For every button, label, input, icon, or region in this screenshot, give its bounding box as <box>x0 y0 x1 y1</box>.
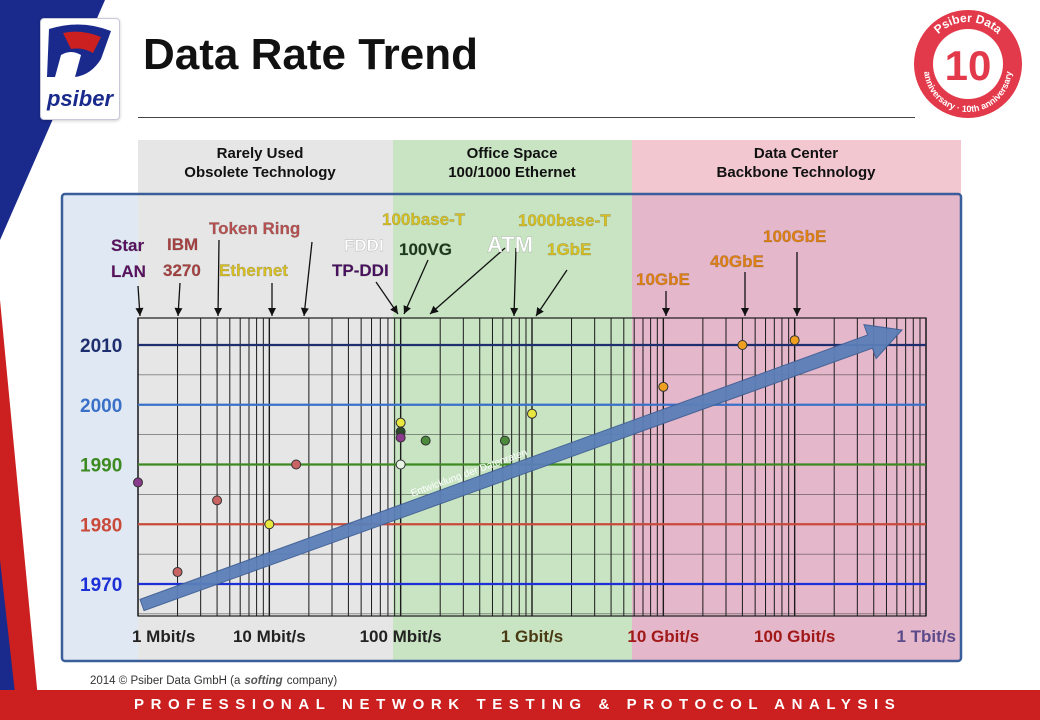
x-tick-label: 1 Mbit/s <box>132 627 195 646</box>
year-label-2010: 2010 <box>80 336 122 357</box>
data-point <box>395 459 406 470</box>
tech-labels: Star LAN IBM 3270 Token Ring Ethernet FDDI TP-D… <box>111 210 827 289</box>
tech-label: 1GbE <box>547 240 591 259</box>
tech-label: TP-DDI <box>332 261 389 280</box>
pointer-arrowhead <box>135 307 144 316</box>
anniversary-badge: Psiber Data anniversary · 10th anniversa… <box>914 10 1022 118</box>
year-label-1980: 1980 <box>80 515 122 536</box>
data-point <box>291 459 302 470</box>
pointer-arrowhead <box>510 307 519 316</box>
year-labels: 1970 1980 1990 2000 2010 <box>80 336 122 596</box>
x-tick-label: 1 Tbit/s <box>896 627 956 646</box>
band-label-office: Office Space 100/1000 Ethernet <box>393 144 631 182</box>
tech-label: 1000base-T <box>518 211 611 230</box>
psiber-logo-text: psiber <box>46 86 114 111</box>
year-label-1990: 1990 <box>80 456 122 477</box>
data-point <box>499 435 510 446</box>
pointer-arrow <box>513 247 517 317</box>
pointer-arrowhead <box>403 305 411 314</box>
band-label-datacenter-line2: Backbone Technology <box>716 164 876 181</box>
tech-label: Token Ring <box>209 219 300 238</box>
tech-label: Star <box>111 236 144 255</box>
band-label-office-line1: Office Space <box>466 145 558 162</box>
chart-frame <box>60 192 963 663</box>
pointer-arrowhead <box>741 308 749 316</box>
x-tick-label: 10 Mbit/s <box>233 627 306 646</box>
psiber-logo-mark-icon <box>47 24 111 78</box>
pointer-arrow <box>403 259 429 315</box>
data-point <box>737 340 748 350</box>
psiber-logo <box>40 18 120 120</box>
left-red-stripe <box>0 300 40 720</box>
pointer-arrowhead <box>214 307 223 316</box>
x-axis-labels: 1 Mbit/s 10 Mbit/s 100 Mbit/s 1 Gbit/s 10 Gb… <box>132 627 956 646</box>
tech-label: 100VG <box>399 240 452 259</box>
copyright-text: 2014 © Psiber Data GmbH (a softing company… <box>90 675 337 687</box>
copyright-prefix: 2014 © Psiber Data GmbH (a <box>90 675 241 687</box>
data-point <box>172 567 183 578</box>
badge-number: 10 <box>945 42 992 89</box>
badge-inner-circle <box>933 29 1003 99</box>
copyright-suffix: company) <box>286 675 338 687</box>
data-point <box>133 477 143 488</box>
pointer-arrowhead <box>793 308 801 316</box>
left-blue-corner <box>0 560 18 720</box>
data-point <box>212 495 223 506</box>
data-point <box>395 417 406 428</box>
softing-logo: softing <box>244 675 283 687</box>
tech-label: FDDI <box>344 236 384 255</box>
data-point <box>658 381 669 392</box>
year-label-2000: 2000 <box>80 396 122 417</box>
page-title: Data Rate Trend <box>143 30 478 79</box>
pointer-arrowhead <box>430 305 439 314</box>
pointer-arrow <box>217 239 220 317</box>
pointer-arrowhead <box>536 307 544 316</box>
plot-border <box>137 317 927 617</box>
data-point <box>420 435 431 446</box>
tech-label: IBM <box>167 235 198 254</box>
tech-label: LAN <box>111 262 146 281</box>
tech-label: 3270 <box>163 261 201 280</box>
x-tick-label: 100 Gbit/s <box>754 627 835 646</box>
band-label-datacenter: Data Center Backbone Technology <box>632 144 960 182</box>
band-label-obsolete: Rarely Used Obsolete Technology <box>150 144 370 182</box>
band-label-obsolete-line1: Rarely Used <box>216 145 304 162</box>
data-points <box>133 335 800 578</box>
data-rate-chart: 1970 1980 1990 2000 2010 1 Mbit/s 10 Mbit/s 10… <box>60 140 963 663</box>
trend-arrow-body <box>139 324 904 612</box>
title-divider <box>138 117 915 118</box>
x-tick-label: 100 Mbit/s <box>360 627 442 646</box>
band-label-datacenter-line1: Data Center <box>753 145 839 162</box>
tech-label: ATM <box>487 232 533 257</box>
pointer-arrow <box>303 241 313 317</box>
footer-bar: PROFESSIONAL NETWORK TESTING & PROTOCOL … <box>0 690 1040 720</box>
band-1 <box>393 140 632 661</box>
x-tick-label: 10 Gbit/s <box>627 627 699 646</box>
pointer-arrowhead <box>300 307 309 316</box>
pointer-arrow <box>535 269 568 317</box>
pointer-arrowhead <box>174 307 183 316</box>
year-label-1970: 1970 <box>80 575 122 596</box>
pointer-arrows <box>135 239 801 317</box>
band-label-office-line2: 100/1000 Ethernet <box>448 164 576 181</box>
data-point <box>264 519 275 530</box>
band-label-obsolete-line2: Obsolete Technology <box>184 164 336 181</box>
band-left-margin <box>62 194 138 661</box>
footer-tagline: PROFESSIONAL NETWORK TESTING & PROTOCOL … <box>134 696 902 713</box>
data-point <box>527 408 537 419</box>
data-point <box>789 335 800 346</box>
pointer-arrowhead <box>268 308 276 316</box>
tech-label: Ethernet <box>219 261 288 280</box>
data-point <box>395 432 406 443</box>
x-tick-label: 1 Gbit/s <box>501 627 563 646</box>
tech-label: 40GbE <box>710 252 764 271</box>
tech-label: 100base-T <box>382 210 466 229</box>
tech-label: 10GbE <box>636 270 690 289</box>
tech-label: 100GbE <box>763 227 826 246</box>
pointer-arrowhead <box>390 305 398 314</box>
pointer-arrowhead <box>662 308 670 316</box>
pointer-arrow <box>429 247 506 315</box>
